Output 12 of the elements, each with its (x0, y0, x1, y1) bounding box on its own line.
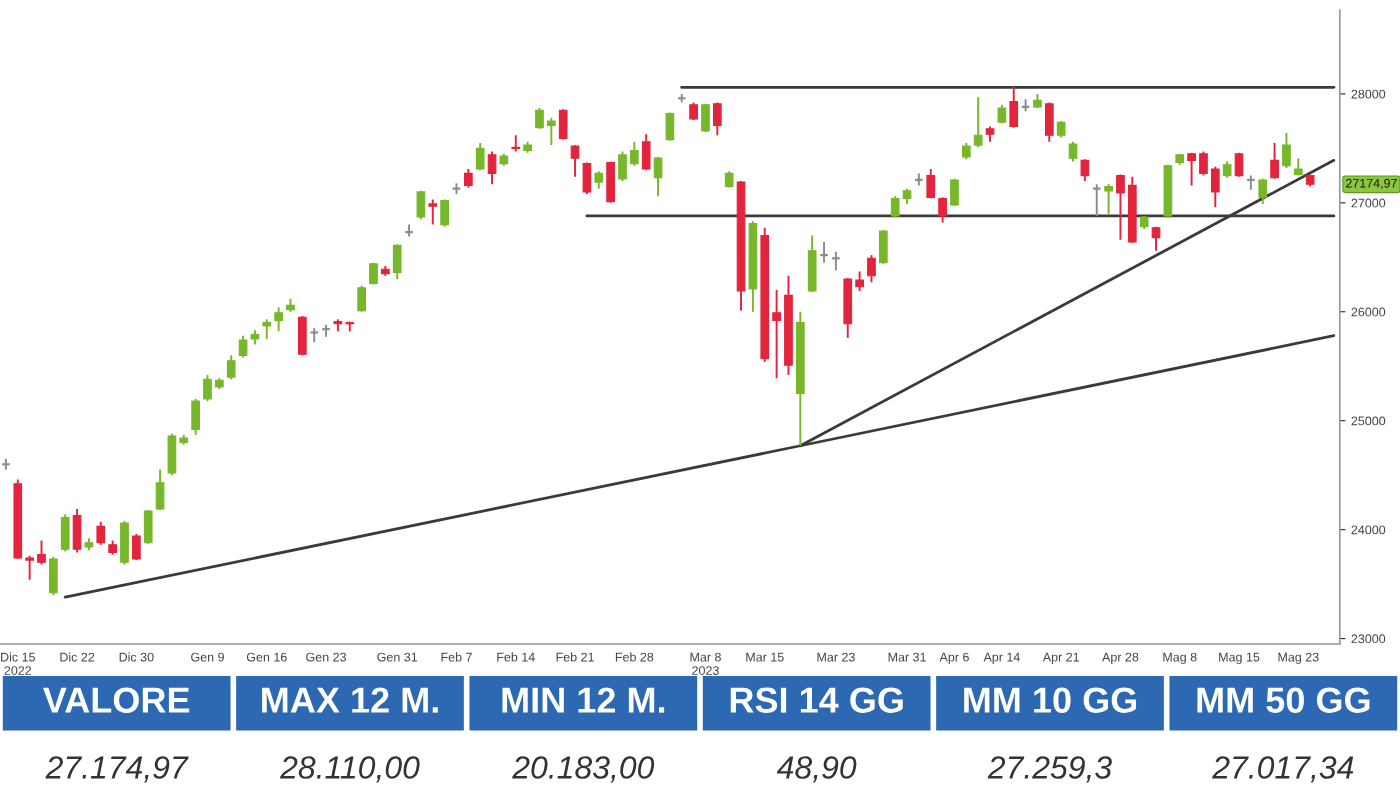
text: 27.259,3 (987, 756, 1112, 783)
text: 27.174,97 (45, 756, 189, 783)
category-label: VALORE (43, 687, 190, 713)
category-label: MIN 12 M. (502, 687, 665, 713)
category-label: RSI 14 GG (730, 687, 903, 713)
category-label: MM 50 GG (1197, 687, 1370, 713)
text: 27.017,34 (1212, 756, 1354, 783)
text: 20.183,00 (512, 756, 655, 783)
category-label: MAX 12 M. (262, 687, 438, 713)
text: 48,90 (776, 756, 857, 783)
category-label: MM 10 GG (964, 687, 1137, 713)
text: 28.110,00 (279, 756, 420, 783)
